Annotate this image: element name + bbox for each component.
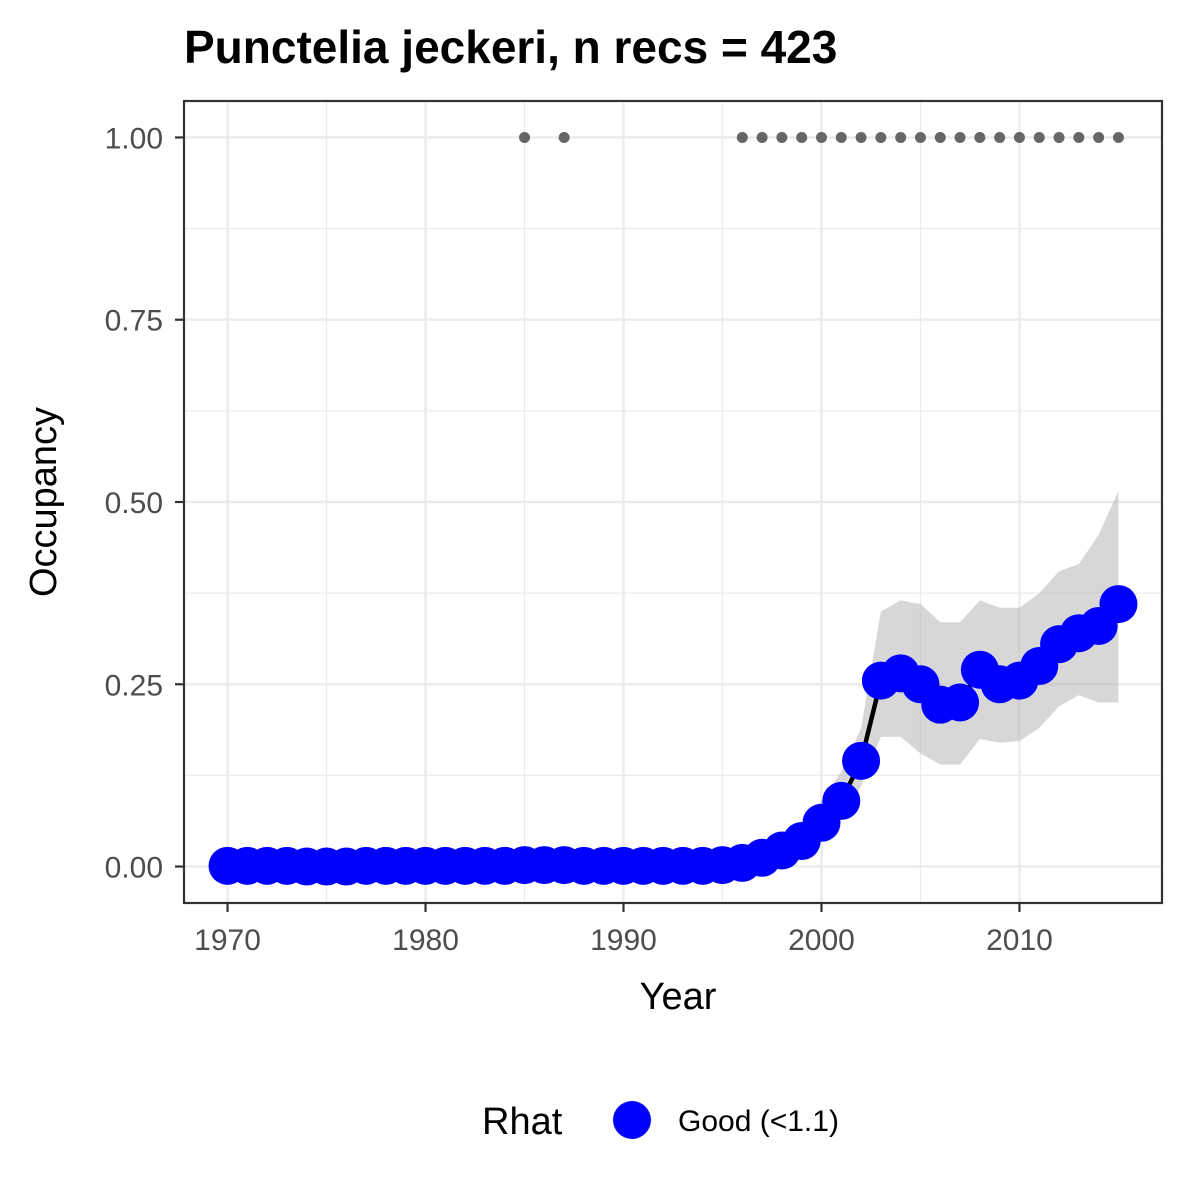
credible-interval-ribbon: [227, 491, 1119, 867]
occupancy-point: [842, 741, 881, 780]
x-tick-label: 2000: [788, 924, 855, 957]
record-year-dot: [1112, 131, 1124, 143]
y-tick-label: 0.50: [105, 487, 163, 520]
record-years-layer: [519, 131, 1124, 143]
record-year-dot: [1093, 131, 1105, 143]
occupancy-point: [822, 781, 861, 820]
record-year-dot: [875, 131, 887, 143]
occupancy-point: [941, 683, 980, 722]
occupancy-points-layer: [208, 585, 1138, 886]
y-axis: 0.00 0.25 0.50 0.75 1.00: [105, 122, 184, 885]
legend-label-good: Good (<1.1): [678, 1105, 839, 1138]
record-year-dot: [796, 131, 808, 143]
y-tick-label: 0.25: [105, 669, 163, 702]
record-year-dot: [934, 131, 946, 143]
record-year-dot: [558, 131, 570, 143]
chart-title: Punctelia jeckeri, n recs = 423: [184, 21, 837, 73]
legend: Rhat Good (<1.1): [482, 1101, 839, 1143]
record-year-dot: [736, 131, 748, 143]
y-axis-title: Occupancy: [23, 407, 65, 597]
record-year-dot: [855, 131, 867, 143]
record-year-dot: [994, 131, 1006, 143]
record-year-dot: [914, 131, 926, 143]
x-tick-label: 1980: [392, 924, 459, 957]
record-year-dot: [1053, 131, 1065, 143]
record-year-dot: [756, 131, 768, 143]
y-tick-label: 0.75: [105, 305, 163, 338]
x-tick-label: 1970: [194, 924, 261, 957]
x-tick-label: 1990: [590, 924, 657, 957]
record-year-dot: [519, 131, 531, 143]
record-year-dot: [835, 131, 847, 143]
record-year-dot: [895, 131, 907, 143]
record-year-dot: [1073, 131, 1085, 143]
y-tick-label: 0.00: [105, 852, 163, 885]
record-year-dot: [954, 131, 966, 143]
record-year-dot: [776, 131, 788, 143]
legend-title: Rhat: [482, 1101, 563, 1143]
credible-interval-layer: [227, 491, 1119, 867]
x-tick-label: 2010: [986, 924, 1053, 957]
x-axis-title: Year: [640, 976, 717, 1018]
y-tick-label: 1.00: [105, 122, 163, 155]
occupancy-point: [1099, 585, 1138, 624]
x-axis: 1970 1980 1990 2000 2010: [194, 903, 1053, 957]
record-year-dot: [1033, 131, 1045, 143]
record-year-dot: [974, 131, 986, 143]
record-year-dot: [815, 131, 827, 143]
legend-key-good: [613, 1101, 651, 1139]
record-year-dot: [1013, 131, 1025, 143]
